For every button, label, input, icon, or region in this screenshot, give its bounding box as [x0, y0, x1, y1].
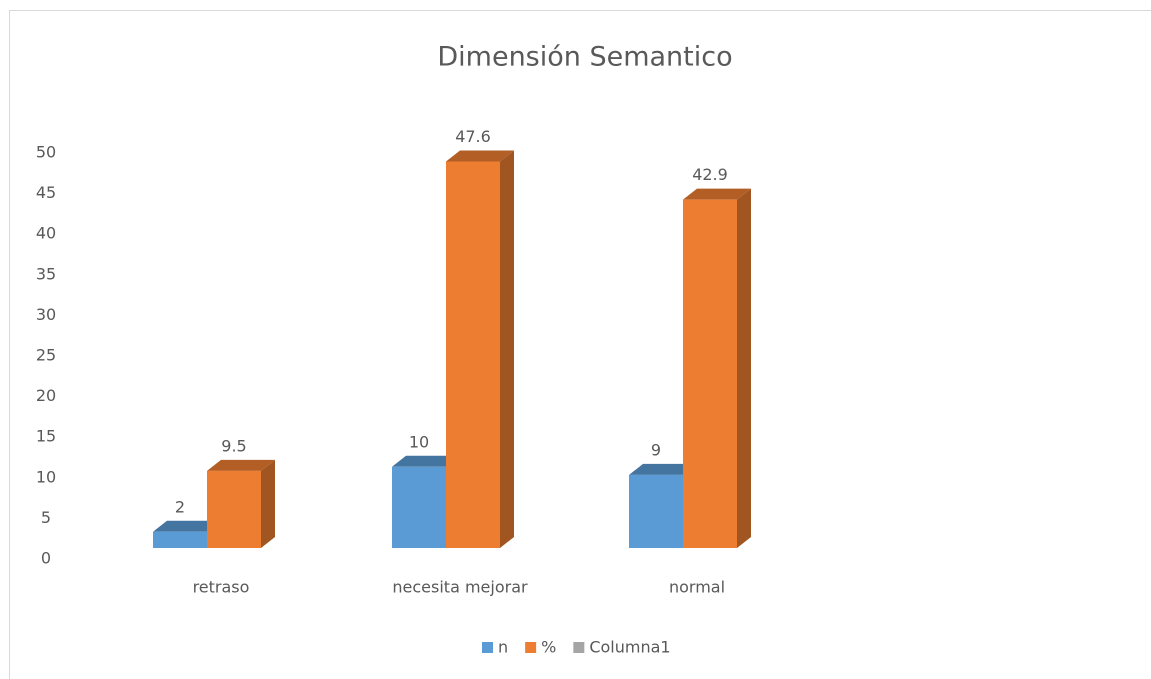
bar-front: [629, 474, 683, 548]
bar: [207, 459, 275, 548]
bar-front: [153, 531, 207, 548]
value-label: 9: [651, 440, 661, 459]
value-label: 2: [175, 497, 185, 516]
value-label: 47.6: [455, 127, 491, 146]
legend-swatch: [525, 642, 537, 653]
x-tick-label: necesita mejorar: [392, 578, 528, 597]
bar-front: [207, 470, 261, 548]
y-tick-label: 15: [36, 427, 56, 446]
chart-frame: [9, 10, 1151, 679]
y-tick-label: 50: [36, 143, 56, 162]
y-tick-label: 25: [36, 346, 56, 365]
y-tick-label: 45: [36, 183, 56, 202]
bar-top: [683, 188, 751, 200]
legend-label: Columna1: [589, 638, 670, 657]
bar-front: [446, 161, 500, 548]
bar-top: [629, 463, 697, 475]
bar-side: [261, 459, 275, 548]
x-tick-label: normal: [669, 578, 725, 597]
value-label: 42.9: [692, 165, 728, 184]
y-tick-label: 30: [36, 305, 56, 324]
y-tick-label: 5: [41, 508, 51, 527]
bar-front: [392, 466, 446, 548]
y-tick-label: 35: [36, 264, 56, 283]
bar: [446, 150, 514, 548]
legend-swatch: [482, 642, 493, 653]
y-tick-label: 40: [36, 224, 56, 243]
legend-swatch: [573, 642, 585, 653]
bar-top: [392, 455, 460, 467]
legend-label: n: [498, 638, 508, 657]
y-tick-label: 0: [41, 549, 51, 568]
chart-title: Dimensión Semantico: [437, 42, 732, 73]
value-label: 9.5: [221, 436, 246, 455]
bar-side: [500, 150, 514, 548]
y-tick-label: 20: [36, 386, 56, 405]
bar-top: [153, 520, 221, 532]
bar: [683, 188, 751, 549]
bar-side: [737, 188, 751, 549]
x-tick-label: retraso: [193, 578, 250, 597]
bar-top: [207, 459, 275, 471]
bar-top: [446, 150, 514, 162]
bar-front: [683, 199, 737, 549]
legend-label: %: [541, 638, 556, 657]
y-tick-label: 10: [36, 467, 56, 486]
value-label: 10: [409, 432, 429, 451]
